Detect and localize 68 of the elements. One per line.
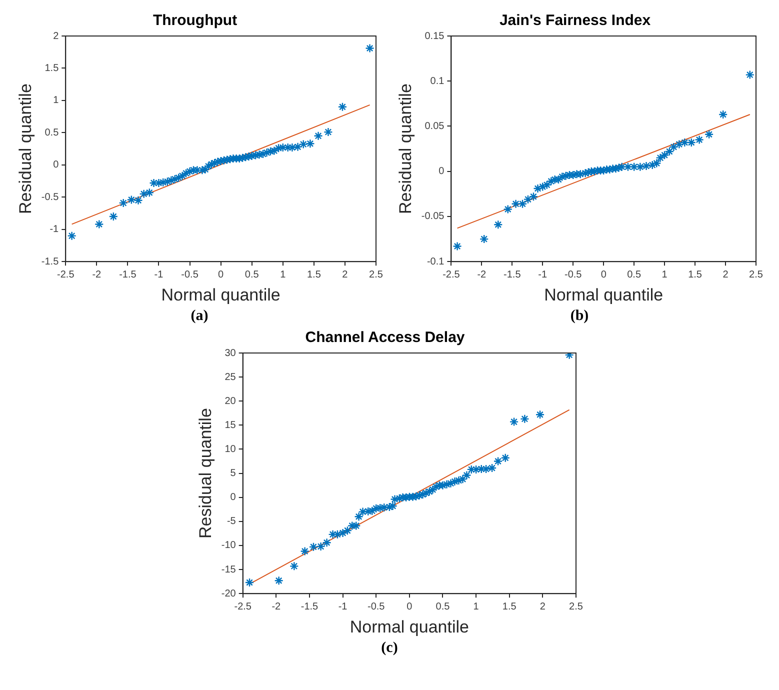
y-tick-label: 0 (438, 166, 444, 178)
x-tick-label: -2.5 (56, 269, 74, 280)
text: (c) (381, 640, 398, 657)
x-tick-label: -1 (538, 269, 548, 280)
x-tick-label: -2.5 (234, 601, 252, 612)
x-tick-label: -2.5 (442, 269, 460, 280)
x-tick-label: -0.5 (366, 601, 385, 612)
x-tick-label: 0.5 (244, 269, 259, 280)
y-axis-title: Residual quantile (195, 408, 214, 539)
text: (b) (570, 308, 589, 325)
y-tick-label: 25 (224, 372, 236, 383)
x-tick-label: -2 (476, 269, 486, 280)
x-tick-label: 1 (661, 269, 668, 280)
x-tick-label: 2.5 (368, 269, 383, 280)
y-tick-label: 30 (224, 348, 236, 359)
x-tick-label: -0.5 (180, 269, 198, 280)
text: (a) (190, 308, 208, 325)
y-tick-label: -20 (220, 588, 236, 600)
y-axis-title: Residual quantile (15, 84, 34, 214)
chart-title: Channel Access Delay (304, 329, 465, 346)
y-tick-label: 2 (52, 30, 59, 42)
x-tick-label: 0.5 (626, 269, 641, 280)
chart-title: Jain's Fairness Index (498, 12, 651, 30)
x-tick-label: -1 (338, 601, 348, 612)
y-tick-label: 0.1 (430, 76, 444, 87)
y-tick-label: 10 (224, 444, 236, 455)
y-tick-label: -10 (220, 540, 236, 552)
x-tick-label: 2.5 (748, 269, 763, 280)
x-tick-label: 2 (722, 269, 728, 280)
x-tick-label: 1.5 (502, 601, 516, 612)
y-tick-label: 0.15 (424, 30, 444, 42)
y-tick-label: 0 (230, 492, 236, 504)
chart-title: Throughput (152, 12, 237, 30)
y-tick-label: -0.5 (40, 192, 59, 203)
x-tick-label: -2 (271, 601, 281, 612)
y-tick-label: 0.05 (424, 120, 444, 132)
y-axis-title: Residual quantile (395, 84, 414, 214)
y-tick-label: 20 (224, 396, 236, 407)
y-tick-label: 0 (52, 160, 59, 171)
y-tick-label: 0.5 (44, 127, 59, 138)
y-tick-label: -1.5 (40, 256, 59, 268)
x-tick-label: 2 (539, 601, 546, 612)
y-tick-label: 5 (230, 468, 236, 480)
x-axis-title: Normal quantile (160, 285, 280, 304)
x-tick-label: -1.5 (300, 601, 318, 612)
x-tick-label: -1.5 (503, 269, 521, 280)
x-tick-label: -2 (92, 269, 102, 280)
y-tick-label: -0.1 (426, 256, 444, 268)
y-tick-label: 1.5 (44, 62, 59, 74)
y-tick-label: 1 (52, 95, 59, 106)
x-tick-label: 0 (600, 269, 606, 280)
x-tick-label: 1 (280, 269, 286, 280)
y-tick-label: -15 (220, 564, 236, 576)
y-tick-label: -1 (49, 224, 59, 236)
x-tick-label: -0.5 (564, 269, 582, 280)
x-tick-label: 0 (406, 601, 412, 612)
x-axis-title: Normal quantile (349, 617, 468, 636)
x-tick-label: 2.5 (568, 601, 583, 612)
y-tick-label: -5 (226, 516, 236, 528)
x-tick-label: 1 (472, 601, 479, 612)
x-tick-label: 2 (342, 269, 348, 280)
x-tick-label: -1 (154, 269, 164, 280)
x-axis-title: Normal quantile (544, 285, 663, 304)
x-tick-label: -1.5 (118, 269, 136, 280)
y-tick-label: 15 (224, 420, 236, 431)
x-tick-label: 1.5 (688, 269, 702, 280)
y-tick-label: -0.05 (420, 211, 444, 222)
x-tick-label: 1.5 (306, 269, 321, 280)
